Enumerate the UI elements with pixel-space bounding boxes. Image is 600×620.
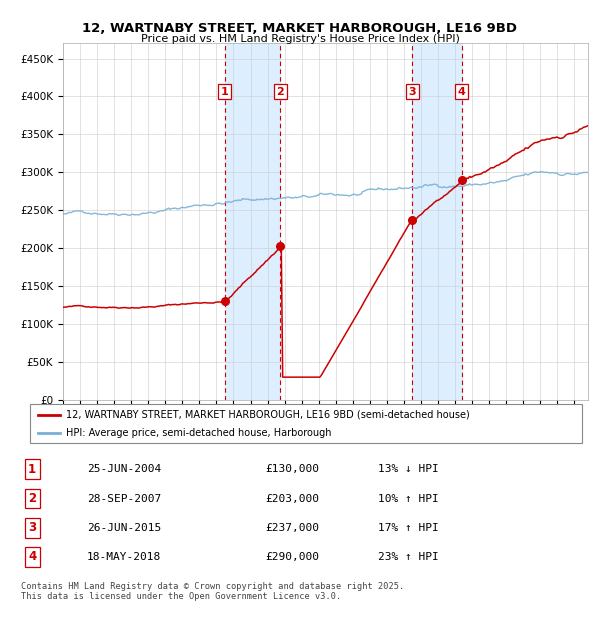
Text: 12, WARTNABY STREET, MARKET HARBOROUGH, LE16 9BD (semi-detached house): 12, WARTNABY STREET, MARKET HARBOROUGH, … (66, 410, 470, 420)
Bar (225, 43, 280, 400)
Text: £130,000: £130,000 (265, 464, 319, 474)
Text: 10% ↑ HPI: 10% ↑ HPI (378, 494, 439, 503)
Text: Price paid vs. HM Land Registry's House Price Index (HPI): Price paid vs. HM Land Registry's House … (140, 34, 460, 44)
Text: 13% ↓ HPI: 13% ↓ HPI (378, 464, 439, 474)
Text: 3: 3 (409, 87, 416, 97)
Text: 2: 2 (28, 492, 36, 505)
Text: £203,000: £203,000 (265, 494, 319, 503)
Text: 1: 1 (221, 87, 229, 97)
Text: £237,000: £237,000 (265, 523, 319, 533)
Text: 1: 1 (28, 463, 36, 476)
Text: 23% ↑ HPI: 23% ↑ HPI (378, 552, 439, 562)
Text: 25-JUN-2004: 25-JUN-2004 (87, 464, 161, 474)
Text: 2: 2 (276, 87, 284, 97)
Text: HPI: Average price, semi-detached house, Harborough: HPI: Average price, semi-detached house,… (66, 428, 331, 438)
Text: 26-JUN-2015: 26-JUN-2015 (87, 523, 161, 533)
Text: 18-MAY-2018: 18-MAY-2018 (87, 552, 161, 562)
Text: £290,000: £290,000 (265, 552, 319, 562)
Text: Contains HM Land Registry data © Crown copyright and database right 2025.
This d: Contains HM Land Registry data © Crown c… (21, 582, 404, 601)
Text: 17% ↑ HPI: 17% ↑ HPI (378, 523, 439, 533)
Text: 28-SEP-2007: 28-SEP-2007 (87, 494, 161, 503)
Text: 4: 4 (28, 551, 36, 564)
FancyBboxPatch shape (30, 404, 582, 443)
Text: 4: 4 (458, 87, 466, 97)
Text: 12, WARTNABY STREET, MARKET HARBOROUGH, LE16 9BD: 12, WARTNABY STREET, MARKET HARBOROUGH, … (83, 22, 517, 35)
Text: 3: 3 (28, 521, 36, 534)
Bar (412, 43, 461, 400)
